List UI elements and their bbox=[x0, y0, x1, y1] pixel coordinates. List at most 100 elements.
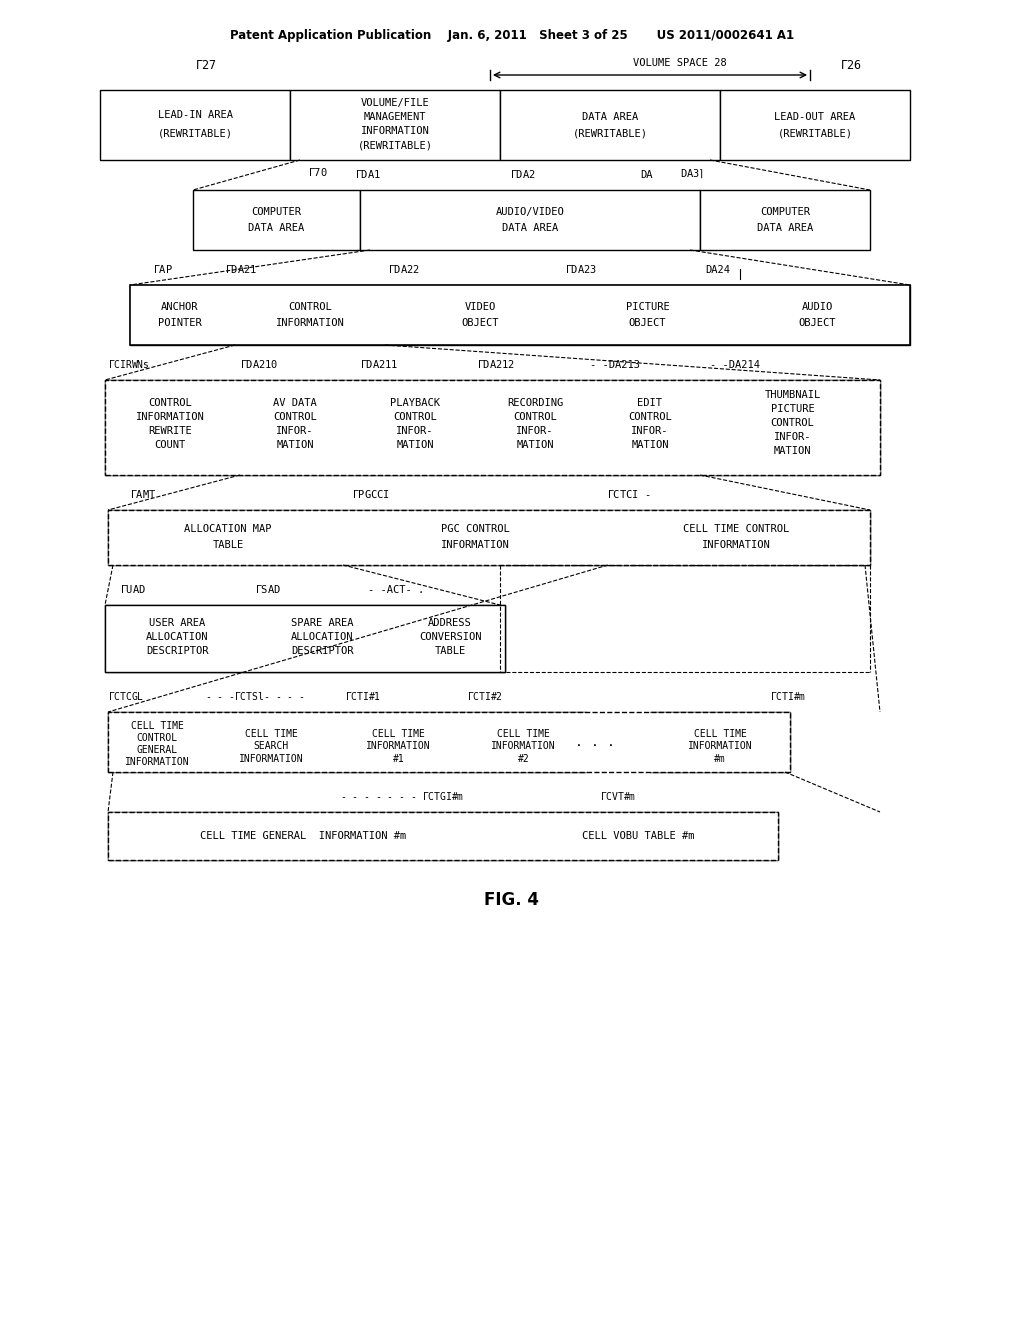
Bar bbox=[230, 285, 390, 345]
Text: ADDRESS: ADDRESS bbox=[428, 618, 472, 627]
Bar bbox=[725, 285, 910, 345]
Text: $\Gamma$DA21: $\Gamma$DA21 bbox=[225, 263, 257, 275]
Bar bbox=[720, 90, 910, 160]
Text: $\Gamma$DA2: $\Gamma$DA2 bbox=[510, 168, 536, 180]
Text: THUMBNAIL: THUMBNAIL bbox=[764, 391, 820, 400]
Text: ANCHOR: ANCHOR bbox=[161, 302, 199, 312]
Bar bbox=[290, 90, 500, 160]
Text: DATA AREA: DATA AREA bbox=[757, 223, 813, 234]
Bar bbox=[193, 190, 360, 249]
Text: $\Gamma$DA23: $\Gamma$DA23 bbox=[565, 263, 597, 275]
Text: COMPUTER: COMPUTER bbox=[760, 207, 810, 216]
Text: REWRITE: REWRITE bbox=[148, 426, 191, 437]
Bar bbox=[500, 90, 720, 160]
Text: $\Gamma$UAD: $\Gamma$UAD bbox=[120, 583, 145, 595]
Text: OBJECT: OBJECT bbox=[461, 318, 499, 327]
Text: USER AREA: USER AREA bbox=[150, 618, 206, 627]
Text: CONTROL: CONTROL bbox=[273, 412, 316, 422]
Text: (REWRITABLE): (REWRITABLE) bbox=[777, 128, 853, 139]
Text: DATA AREA: DATA AREA bbox=[502, 223, 558, 234]
Bar bbox=[108, 711, 206, 772]
Text: $\Gamma$CTCI -: $\Gamma$CTCI - bbox=[607, 488, 650, 500]
Text: COUNT: COUNT bbox=[155, 441, 185, 450]
Text: (REWRITABLE): (REWRITABLE) bbox=[357, 140, 432, 150]
Bar bbox=[700, 190, 870, 249]
Text: PLAYBACK: PLAYBACK bbox=[390, 399, 440, 408]
Bar bbox=[595, 380, 705, 475]
Text: TABLE: TABLE bbox=[212, 540, 244, 550]
Text: PICTURE: PICTURE bbox=[626, 302, 670, 312]
Text: CELL TIME: CELL TIME bbox=[693, 729, 746, 739]
Bar bbox=[360, 190, 700, 249]
Text: $\Gamma$CIRWNs: $\Gamma$CIRWNs bbox=[108, 358, 150, 370]
Text: CELL VOBU TABLE #m: CELL VOBU TABLE #m bbox=[582, 832, 694, 841]
Text: INFORMATION: INFORMATION bbox=[275, 318, 344, 327]
Text: LEAD-IN AREA: LEAD-IN AREA bbox=[158, 110, 232, 120]
Text: INFOR-: INFOR- bbox=[774, 433, 811, 442]
Text: (REWRITABLE): (REWRITABLE) bbox=[158, 128, 232, 139]
Text: CELL TIME: CELL TIME bbox=[497, 729, 550, 739]
Bar bbox=[475, 380, 595, 475]
Bar bbox=[234, 380, 355, 475]
Text: $\Gamma$CTI#2: $\Gamma$CTI#2 bbox=[467, 690, 503, 702]
Bar bbox=[705, 380, 880, 475]
Text: SEARCH: SEARCH bbox=[253, 741, 289, 751]
Text: VIDEO: VIDEO bbox=[464, 302, 496, 312]
Text: RECORDING: RECORDING bbox=[507, 399, 563, 408]
Text: CONTROL: CONTROL bbox=[288, 302, 332, 312]
Bar bbox=[390, 285, 570, 345]
Text: EDIT: EDIT bbox=[638, 399, 663, 408]
Text: $\Gamma$AP: $\Gamma$AP bbox=[153, 263, 173, 275]
Text: AUDIO/VIDEO: AUDIO/VIDEO bbox=[496, 207, 564, 216]
Text: $\Gamma$AMT: $\Gamma$AMT bbox=[130, 488, 157, 500]
Text: AV DATA: AV DATA bbox=[273, 399, 316, 408]
Text: CONTROL: CONTROL bbox=[393, 412, 437, 422]
Text: LEAD-OUT AREA: LEAD-OUT AREA bbox=[774, 112, 856, 121]
Text: CELL TIME GENERAL  INFORMATION #m: CELL TIME GENERAL INFORMATION #m bbox=[200, 832, 407, 841]
Text: $\Gamma$CTI#m: $\Gamma$CTI#m bbox=[770, 690, 806, 702]
Text: MATION: MATION bbox=[631, 441, 669, 450]
Text: $\Gamma$CTCGL: $\Gamma$CTCGL bbox=[108, 690, 144, 702]
Text: INFORMATION: INFORMATION bbox=[135, 412, 205, 422]
Text: - -ACT- .: - -ACT- . bbox=[368, 585, 424, 595]
Text: VOLUME SPACE 28: VOLUME SPACE 28 bbox=[633, 58, 727, 69]
Text: - - - - - - - $\Gamma$CTGI#m: - - - - - - - $\Gamma$CTGI#m bbox=[340, 789, 464, 803]
Bar bbox=[105, 605, 250, 672]
Text: INFORMATION: INFORMATION bbox=[441, 540, 510, 550]
Text: INFOR-: INFOR- bbox=[631, 426, 669, 437]
Bar bbox=[108, 510, 348, 565]
Bar bbox=[130, 285, 910, 345]
Bar bbox=[250, 605, 395, 672]
Text: INFORMATION: INFORMATION bbox=[360, 125, 429, 136]
Text: ALLOCATION MAP: ALLOCATION MAP bbox=[184, 524, 271, 535]
Bar bbox=[100, 90, 290, 160]
Text: DESCRIPTOR: DESCRIPTOR bbox=[291, 645, 353, 656]
Text: CONTROL: CONTROL bbox=[148, 399, 191, 408]
Text: CONTROL: CONTROL bbox=[771, 418, 814, 429]
Text: $\Gamma$DA212: $\Gamma$DA212 bbox=[477, 358, 515, 370]
Bar bbox=[650, 711, 790, 772]
Bar bbox=[461, 711, 586, 772]
Text: ALLOCATION: ALLOCATION bbox=[146, 631, 209, 642]
Bar bbox=[108, 812, 778, 861]
Text: DATA AREA: DATA AREA bbox=[249, 223, 304, 234]
Text: MATION: MATION bbox=[774, 446, 811, 457]
Text: MANAGEMENT: MANAGEMENT bbox=[364, 112, 426, 121]
Bar bbox=[395, 605, 505, 672]
Text: FIG. 4: FIG. 4 bbox=[484, 891, 540, 909]
Bar bbox=[105, 605, 505, 672]
Text: INFORMATION: INFORMATION bbox=[702, 540, 771, 550]
Text: $\Gamma$27: $\Gamma$27 bbox=[195, 59, 217, 73]
Text: DA24: DA24 bbox=[705, 265, 730, 275]
Bar bbox=[570, 285, 725, 345]
Bar bbox=[355, 380, 475, 475]
Text: ALLOCATION: ALLOCATION bbox=[291, 631, 353, 642]
Bar bbox=[603, 510, 870, 565]
Text: - -DA213: - -DA213 bbox=[590, 360, 640, 370]
Text: PICTURE: PICTURE bbox=[771, 404, 814, 414]
Text: INFORMATION: INFORMATION bbox=[239, 754, 303, 764]
Text: $\Gamma$70: $\Gamma$70 bbox=[308, 166, 328, 178]
Text: $\Gamma$DA1: $\Gamma$DA1 bbox=[355, 168, 381, 180]
Text: CELL TIME: CELL TIME bbox=[372, 729, 425, 739]
Bar bbox=[498, 812, 778, 861]
